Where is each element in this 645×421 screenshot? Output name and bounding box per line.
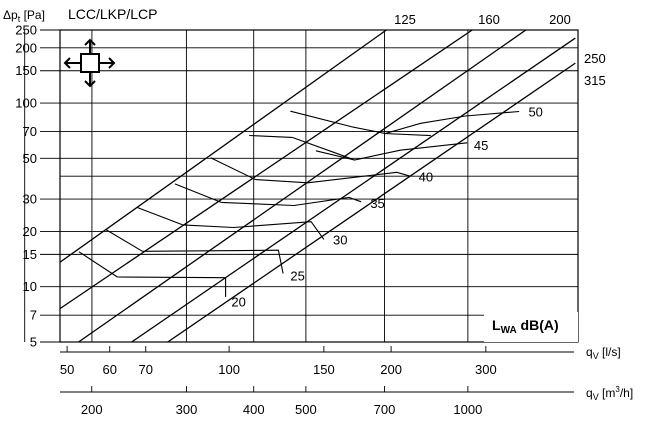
- y-tick-label: 20: [23, 224, 37, 239]
- x-axis-lps: 50 60 70 100 150 200 300: [60, 346, 574, 377]
- four-way-arrows-icon: [63, 38, 116, 88]
- x-tick-label-lps: 300: [475, 362, 497, 377]
- x-tick-label-m3h: 1000: [453, 402, 482, 417]
- y-tick-label: 7: [30, 308, 37, 323]
- sound-label-20: 20: [231, 295, 245, 310]
- size-line-125: [60, 30, 387, 263]
- y-tick-label: 100: [15, 96, 37, 111]
- x-axis-lps-label: qV [l/s]: [586, 345, 621, 361]
- sound-label-40: 40: [419, 169, 433, 184]
- size-line-315: [167, 62, 576, 342]
- sound-label-30: 30: [333, 233, 347, 248]
- y-tick-label: 50: [23, 151, 37, 166]
- y-tick-label: 30: [23, 192, 37, 207]
- size-label-160: 160: [478, 12, 500, 27]
- x-tick-label-m3h: 200: [81, 402, 103, 417]
- x-tick-label-m3h: 300: [176, 402, 198, 417]
- sound-label-45: 45: [474, 138, 488, 153]
- size-label-250: 250: [584, 51, 606, 66]
- y-tick-label: 150: [15, 63, 37, 78]
- y-tick-label: 250: [15, 23, 37, 38]
- x-tick-label-lps: 50: [60, 362, 74, 377]
- y-axis-label: Δpt [Pa]: [3, 8, 45, 24]
- sound-contour: [249, 134, 293, 138]
- y-tick-label: 5: [30, 335, 37, 350]
- sound-contour: [290, 110, 520, 135]
- sound-contour: [221, 196, 362, 207]
- x-tick-label-lps: 150: [313, 362, 335, 377]
- sound-contour: [255, 171, 411, 184]
- sound-contour: [210, 157, 256, 181]
- sound-level-contours: [78, 110, 520, 297]
- plot-frame: [59, 29, 579, 343]
- sound-contour: [105, 229, 143, 252]
- x-tick-label-lps: 200: [380, 362, 402, 377]
- size-label-315: 315: [584, 73, 606, 88]
- sound-contour: [182, 221, 325, 240]
- size-label-125: 125: [394, 12, 416, 27]
- sound-contour: [315, 150, 355, 161]
- size-line-160: [60, 30, 473, 310]
- sound-contour: [142, 249, 284, 274]
- x-axis-m3h-label: qV [m3/h]: [586, 385, 633, 402]
- y-tick-labels: 5 7 10 15 20 30 50 70 100 150 200 250: [15, 23, 60, 350]
- x-tick-label-m3h: 500: [295, 402, 317, 417]
- x-tick-label-lps: 60: [102, 362, 116, 377]
- chart-title: LCC/LKP/LCP: [68, 6, 157, 22]
- y-tick-label: 70: [23, 124, 37, 139]
- sound-contour: [117, 276, 227, 297]
- duct-size-lines: [60, 30, 576, 342]
- y-tick-label: 10: [23, 279, 37, 294]
- svg-text:LWA dB(A): LWA dB(A): [492, 317, 559, 336]
- x-axis-m3h: 200 300 400 500 700 1000: [60, 386, 574, 417]
- sound-contour: [292, 136, 468, 161]
- size-line-200: [78, 30, 527, 342]
- sound-contour: [383, 132, 431, 137]
- sound-power-legend: LWA dB(A): [484, 312, 578, 342]
- sound-contour: [137, 206, 183, 226]
- y-tick-label: 200: [15, 40, 37, 55]
- x-tick-label-m3h: 400: [243, 402, 265, 417]
- x-tick-label-lps: 70: [139, 362, 153, 377]
- x-tick-label-m3h: 700: [374, 402, 396, 417]
- sound-contour: [174, 183, 222, 203]
- x-tick-label-lps: 100: [218, 362, 240, 377]
- sound-label-50: 50: [528, 104, 542, 119]
- sound-label-35: 35: [370, 196, 384, 211]
- y-tick-label: 15: [23, 247, 37, 262]
- grid: [24, 30, 578, 342]
- sound-label-25: 25: [290, 268, 304, 283]
- sound-contour: [78, 251, 118, 278]
- size-line-250: [131, 37, 576, 342]
- duct-size-labels: 125 160 200 250 315: [394, 12, 606, 88]
- sound-level-labels: 20 25 30 35 40 45 50: [231, 104, 542, 309]
- size-label-200: 200: [549, 12, 571, 27]
